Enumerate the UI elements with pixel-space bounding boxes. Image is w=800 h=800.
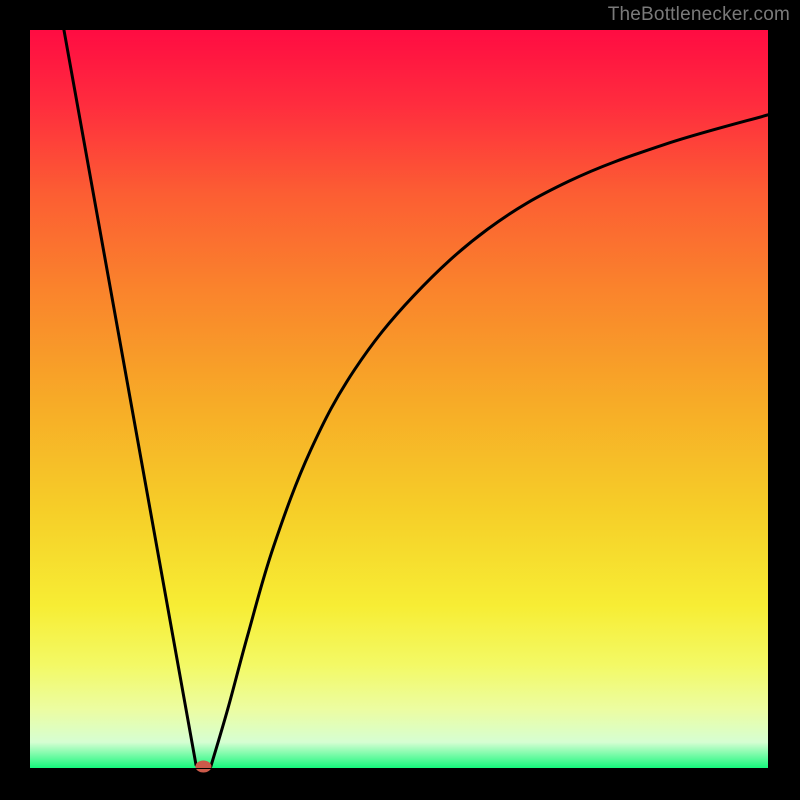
- chart-svg: [0, 0, 800, 800]
- chart-container: TheBottlenecker.com: [0, 0, 800, 800]
- watermark-text: TheBottlenecker.com: [608, 4, 790, 26]
- optimal-point-marker: [195, 761, 211, 773]
- plot-background: [30, 30, 768, 768]
